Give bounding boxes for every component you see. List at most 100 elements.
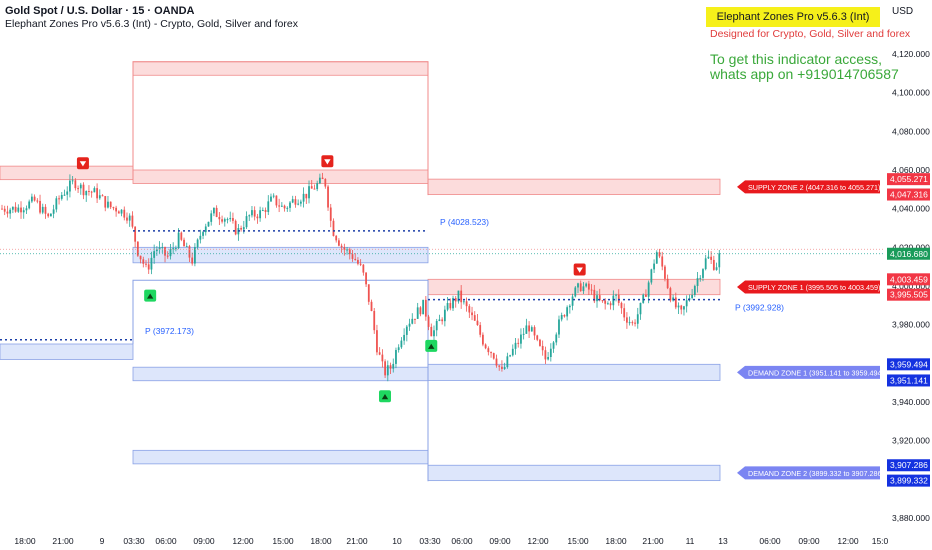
y-tick-label: 3,920.000 bbox=[892, 436, 930, 446]
candle-body bbox=[484, 344, 487, 349]
candle-body bbox=[194, 247, 196, 264]
candle-body bbox=[278, 205, 281, 207]
supply-zone-label-text: SUPPLY ZONE 1 (3995.505 to 4003.459) bbox=[748, 283, 880, 292]
candle-body bbox=[66, 191, 69, 195]
candle-body bbox=[155, 249, 158, 252]
candle-body bbox=[365, 272, 367, 285]
candle-body bbox=[647, 282, 650, 297]
x-tick-label: 21:00 bbox=[52, 536, 74, 546]
candle-body bbox=[123, 209, 126, 218]
supply-high-price-tag-text: 4,055.271 bbox=[890, 174, 928, 184]
candle-body bbox=[191, 257, 194, 264]
down-arrow-icon bbox=[324, 159, 331, 165]
candle-body bbox=[253, 210, 256, 217]
x-tick-label: 12:00 bbox=[837, 536, 859, 546]
candle-body bbox=[403, 334, 406, 341]
candle-body bbox=[286, 207, 289, 209]
y-tick-label: 3,980.000 bbox=[892, 320, 930, 330]
candle-body bbox=[115, 207, 118, 212]
candle-body bbox=[109, 201, 112, 208]
y-tick-label: 4,040.000 bbox=[892, 204, 930, 214]
supply-low-price-tag bbox=[887, 188, 930, 201]
candle-body bbox=[82, 184, 85, 196]
candle-body bbox=[142, 259, 145, 264]
candle-body bbox=[468, 306, 471, 313]
candle-body bbox=[558, 319, 560, 335]
supply-zone-label bbox=[737, 280, 880, 294]
candle-body bbox=[520, 334, 522, 344]
y-tick-label: 4,100.000 bbox=[892, 88, 930, 98]
demand-low-price-tag-text: 3,951.141 bbox=[890, 375, 928, 385]
candle-body bbox=[435, 321, 438, 331]
candle-body bbox=[571, 296, 574, 306]
candle-body bbox=[101, 195, 104, 197]
candle-body bbox=[533, 327, 536, 336]
candle-body bbox=[41, 206, 44, 213]
candle-body bbox=[552, 342, 555, 349]
candle-body bbox=[267, 201, 270, 212]
candle-body bbox=[248, 215, 251, 217]
candle-body bbox=[213, 207, 215, 214]
candle-body bbox=[568, 305, 571, 308]
candle-body bbox=[408, 323, 411, 327]
candle-body bbox=[17, 207, 20, 212]
supply-zone-history bbox=[0, 165, 134, 181]
candle-body bbox=[718, 253, 721, 268]
candle-body bbox=[639, 302, 642, 315]
candle-body bbox=[36, 200, 39, 202]
candle-body bbox=[202, 232, 204, 236]
candle-body bbox=[539, 339, 541, 346]
candle-body bbox=[628, 322, 631, 324]
candle-body bbox=[22, 210, 25, 213]
candle-body bbox=[150, 257, 153, 270]
candle-body bbox=[642, 294, 645, 303]
candle-body bbox=[14, 206, 17, 212]
demand-zone-history bbox=[0, 343, 134, 360]
y-tick-label: 4,080.000 bbox=[892, 126, 930, 136]
candle-body bbox=[609, 303, 612, 306]
candle-body bbox=[487, 348, 490, 353]
candle-body bbox=[302, 193, 305, 202]
candle-body bbox=[495, 358, 498, 366]
candle-body bbox=[324, 178, 327, 187]
candle-body bbox=[147, 264, 150, 270]
symbol-title: Gold Spot / U.S. Dollar · 15 · OANDA bbox=[5, 5, 195, 17]
candle-body bbox=[482, 334, 484, 345]
candle-body bbox=[245, 216, 248, 228]
candle-body bbox=[452, 298, 454, 309]
candle-body bbox=[503, 367, 506, 369]
candle-body bbox=[11, 206, 14, 210]
demand-zone-label bbox=[737, 466, 880, 480]
candle-body bbox=[536, 335, 539, 340]
candle-body bbox=[528, 325, 530, 332]
candle-body bbox=[449, 303, 452, 309]
candle-body bbox=[169, 249, 172, 257]
last-price-tag-text: 4,016.680 bbox=[890, 249, 928, 259]
candle-body bbox=[691, 294, 694, 299]
candle-body bbox=[419, 307, 422, 315]
candle-body bbox=[479, 325, 482, 335]
candle-body bbox=[90, 191, 93, 193]
candle-body bbox=[623, 308, 626, 318]
down-arrow-icon bbox=[576, 267, 583, 273]
candle-body bbox=[414, 318, 416, 320]
candle-body bbox=[33, 196, 36, 201]
candle-body bbox=[294, 199, 297, 205]
candle-body bbox=[634, 322, 636, 324]
x-tick-label: 15:00 bbox=[272, 536, 294, 546]
candle-body bbox=[348, 249, 351, 255]
indicator-legend[interactable]: Elephant Zones Pro v5.6.3 (Int) - Crypto… bbox=[5, 18, 298, 30]
candle-body bbox=[215, 207, 218, 217]
x-tick-label: 9 bbox=[100, 536, 105, 546]
candle-body bbox=[161, 247, 164, 249]
candle-body bbox=[715, 267, 718, 270]
candle-body bbox=[332, 220, 335, 236]
candle-body bbox=[93, 188, 96, 193]
x-tick-label: 09:00 bbox=[489, 536, 511, 546]
y-tick-label: 3,880.000 bbox=[892, 513, 930, 523]
currency-label[interactable]: USD bbox=[892, 6, 914, 17]
candle-body bbox=[77, 188, 79, 190]
candle-body bbox=[180, 232, 183, 240]
candle-body bbox=[126, 217, 128, 221]
